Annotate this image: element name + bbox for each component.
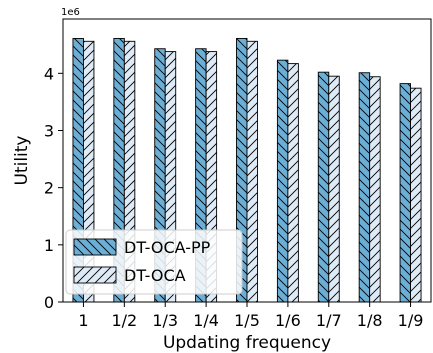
y-axis-multiplier: 1e6 <box>61 7 80 18</box>
bar-hatch <box>410 87 422 303</box>
y-axis: 0 1 2 3 4 <box>44 64 63 312</box>
legend: DT-OCA-PP DT-OCA <box>65 229 243 295</box>
x-tick-label: 1/8 <box>357 311 383 330</box>
bars-layer <box>72 37 422 303</box>
bar-hatch <box>369 76 381 303</box>
x-tick-label: 1/9 <box>398 311 424 330</box>
bar-hatch <box>276 59 289 303</box>
x-tick-label: 1 <box>78 311 88 330</box>
bar-hatch <box>328 75 340 303</box>
y-tick-label: 0 <box>44 293 54 312</box>
x-tick-label: 1/4 <box>193 311 219 330</box>
bar-hatch <box>317 71 330 303</box>
legend-swatch-hatch <box>73 266 117 284</box>
y-tick-label: 2 <box>44 179 54 198</box>
x-tick-label: 1/7 <box>316 311 342 330</box>
legend-label: DT-OCA-PP <box>124 238 211 257</box>
x-tick-label: 1/5 <box>234 311 260 330</box>
legend-swatch-hatch <box>73 238 117 256</box>
bar-hatch <box>399 83 412 303</box>
bar-hatch <box>358 72 371 303</box>
x-tick-label: 1/6 <box>275 311 301 330</box>
bar-hatch <box>287 63 299 303</box>
x-axis: 1 1/2 1/3 1/4 1/5 1/6 1/7 1/8 1/9 <box>78 302 423 330</box>
y-tick-label: 3 <box>44 121 54 140</box>
x-tick-label: 1/2 <box>111 311 137 330</box>
x-tick-label: 1/3 <box>152 311 178 330</box>
y-tick-label: 1 <box>44 236 54 255</box>
legend-label: DT-OCA <box>124 266 186 285</box>
y-axis-label: Utility <box>12 135 32 185</box>
x-axis-label: Updating frequency <box>163 333 331 353</box>
y-tick-label: 4 <box>44 64 54 83</box>
bar-hatch <box>246 40 258 303</box>
